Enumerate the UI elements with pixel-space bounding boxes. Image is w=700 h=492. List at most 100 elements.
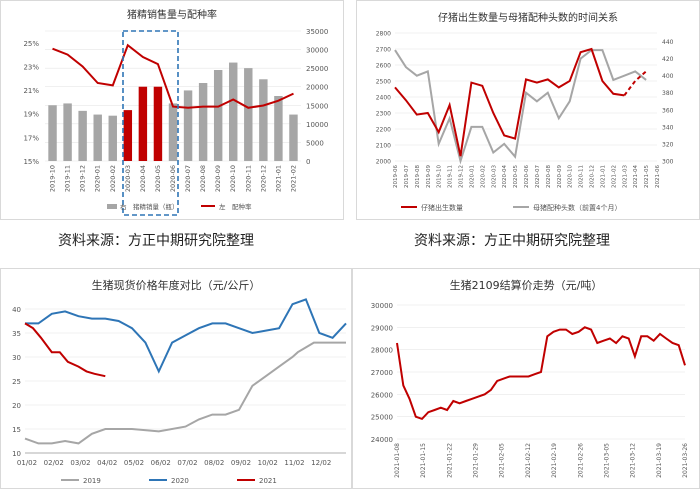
y-right-tick-label: 35000 [306,28,328,36]
legend-2021: 2021 [259,477,277,485]
x-tick-label: 2021-01-15 [420,443,427,478]
x-tick-label: 2020-03 [124,165,132,192]
spot-price-chart: 生猪现货价格年度对比（元/公斤） 10 15 20 25 30 35 40 01/02 02/0… [12,278,347,485]
y-right-tick-label: 360 [662,107,674,114]
x-tick-label: 2021-01-22 [446,443,453,478]
line-spot-price-2021 [24,322,106,378]
x-tick-label: 2019-07 [404,165,410,188]
line-spot-price-2020 [25,298,347,374]
y-left-tick-label: 25% [23,40,39,48]
y-right-tick-label: 30000 [306,47,328,55]
x-tick-label: 2019-11 [448,165,454,188]
y-left-tick-label: 19% [23,111,39,119]
bar-semen-sales [138,86,148,161]
bar-semen-sales [123,110,133,161]
x-tick-label: 2021-01-08 [394,443,401,478]
y-right-tick-label: 300 [662,159,674,166]
x-tick-label: 2020-06 [524,165,530,188]
y-left-tick-label: 23% [23,63,39,71]
x-tick-label: 2021-03-26 [682,443,689,478]
y-tick-label: 28000 [371,347,393,355]
x-tick-label: 08/02 [204,459,224,467]
y-left-tick-label: 2200 [376,127,391,134]
y-tick-label: 15 [12,426,21,434]
bar-semen-sales [244,68,253,161]
legend-2020: 2020 [171,477,189,485]
y-right-tick-label: 440 [662,39,674,46]
y-right-tick-label: 420 [662,56,674,63]
x-tick-label: 2020-04 [502,165,508,188]
x-tick-label: 09/02 [231,459,251,467]
y-tick-label: 25 [12,378,21,386]
y-right-tick-label: 10000 [306,121,328,129]
y-left-tick-label: 15% [23,158,39,166]
y-right-tick-label: 380 [662,90,674,97]
x-tick-label: 2019-10 [49,165,57,192]
chart-panel-semen-sales: 猪精销售量与配种率 15% 17% 19% 21% 23% 25% 0 5000 10000 15… [0,0,344,220]
x-tick-label: 2021-02 [289,165,297,192]
x-tick-label: 2020-06 [169,165,177,192]
y-right-tick-label: 5000 [306,139,324,147]
chart2-source-caption: 资料来源：方正中期研究院整理 [414,233,610,249]
legend-2019: 2019 [83,477,101,485]
x-tick-label: 2021-04 [633,165,639,188]
x-tick-label: 2021-02-19 [551,443,558,478]
x-tick-label: 2020-12 [590,165,596,188]
bar-semen-sales [78,110,87,161]
y-left-tick-label: 2000 [376,159,391,166]
x-tick-label: 2020-10 [229,165,237,192]
x-tick-label: 10/02 [258,459,278,467]
line-piglet-births [394,47,625,157]
x-tick-label: 12/02 [311,459,331,467]
x-tick-label: 07/02 [177,459,197,467]
y-left-tick-label: 2100 [376,143,391,150]
bar-semen-sales [213,70,223,161]
y-right-tick-label: 400 [662,73,674,80]
bar-semen-sales [153,86,163,161]
bar-semen-sales [229,62,238,162]
x-tick-label: 2020-03 [491,165,497,188]
x-tick-label: 2021-02-12 [525,443,532,478]
x-tick-label: 2021-03-19 [656,443,663,478]
piglet-birth-chart: 仔猪出生数量与母猪配种头数的时间关系 2000 2100 2200 2300 2400 2… [376,11,674,212]
x-tick-label: 2021-02 [611,165,617,188]
y-left-tick-label: 2800 [376,31,391,38]
x-tick-label: 2020-05 [513,165,519,188]
x-tick-label: 2020-02 [109,165,117,192]
x-tick-label: 2021-03-12 [630,443,637,478]
line-spot-price-2019 [24,341,346,445]
line-settlement-price [396,326,686,421]
x-tick-label: 2020-11 [579,165,585,188]
chart1-title: 猪精销售量与配种率 [127,8,217,21]
x-tick-label: 2021-01-29 [473,443,480,478]
y-tick-label: 25000 [371,414,393,422]
x-tick-label: 2020-01 [469,165,475,188]
y-left-tick-label: 21% [23,87,39,95]
x-tick-label: 2021-03 [622,165,628,188]
bar-semen-sales [108,115,117,161]
highlight-box [122,30,179,216]
y-right-tick-label: 0 [306,158,310,166]
legend-sow: 母猪配种头数（前置4个月） [533,203,621,212]
x-tick-label: 2020-12 [259,165,267,192]
x-tick-label: 2021-02-05 [499,443,506,478]
legend-breeding-rate: 左 配种率 [219,202,252,211]
legend-semen-sales: 右 猪精销量（瓶） [120,202,179,211]
legend-piglet: 仔猪出生数量 [421,203,463,212]
x-tick-label: 2019-06 [393,165,399,188]
y-tick-label: 29000 [371,324,393,332]
x-tick-label: 11/02 [284,459,304,467]
x-tick-label: 2021-03-05 [603,443,610,478]
y-left-tick-label: 2400 [376,95,391,102]
bar-semen-sales [63,103,72,161]
x-tick-label: 05/02 [124,459,144,467]
line-sow-breeding [394,49,647,165]
x-tick-label: 2020-02 [480,165,486,188]
bar-semen-sales [168,103,178,161]
x-tick-label: 2019-09 [426,165,432,188]
bar-semen-sales [259,79,268,161]
y-tick-label: 35 [12,330,21,338]
chart3-title: 生猪现货价格年度对比（元/公斤） [92,278,261,292]
x-tick-label: 2021-01 [274,165,282,192]
chart-panel-piglet-birth: 仔猪出生数量与母猪配种头数的时间关系 2000 2100 2200 2300 2400 2… [356,0,700,220]
